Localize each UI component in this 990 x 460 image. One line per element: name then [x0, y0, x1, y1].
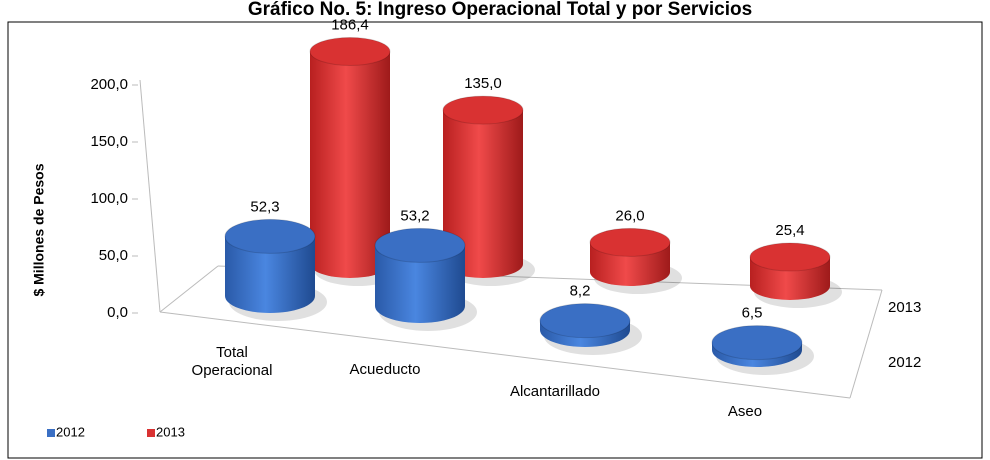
- y-tick-label: 50,0: [99, 247, 128, 264]
- x-tick-label: Acueducto: [350, 361, 421, 378]
- bar-top: [309, 37, 391, 67]
- depth-label: 2012: [888, 354, 921, 371]
- bar-body: [375, 245, 465, 323]
- bar: [539, 303, 631, 347]
- legend-swatch: [147, 429, 155, 437]
- legend-label: 2012: [56, 424, 85, 439]
- bar: [589, 227, 671, 286]
- y-axis-label: $ Millones de Pesos: [31, 163, 47, 296]
- x-tick-label: Aseo: [728, 403, 762, 420]
- bar-body: [443, 110, 523, 278]
- bar-top: [539, 303, 631, 339]
- data-label: 53,2: [400, 207, 429, 224]
- data-label: 135,0: [464, 75, 502, 92]
- bar-body: [310, 51, 390, 279]
- bar-top: [749, 242, 831, 272]
- y-tick-label: 200,0: [90, 76, 128, 93]
- data-label: 25,4: [775, 222, 804, 239]
- bar: [224, 218, 316, 313]
- legend-swatch: [47, 429, 55, 437]
- bar-top: [374, 227, 466, 263]
- y-tick-label: 150,0: [90, 133, 128, 150]
- bar-top: [442, 95, 524, 125]
- data-label: 26,0: [615, 207, 644, 224]
- y-tick-label: 100,0: [90, 190, 128, 207]
- bar: [749, 242, 831, 300]
- bar-top: [711, 325, 803, 361]
- bar: [442, 95, 524, 278]
- chart-title: Gráfico No. 5: Ingreso Operacional Total…: [248, 0, 752, 20]
- data-label: 186,4: [331, 16, 369, 33]
- y-tick-label: 0,0: [107, 304, 128, 321]
- data-label: 52,3: [250, 198, 279, 215]
- bar: [374, 227, 466, 323]
- bar-top: [224, 218, 316, 254]
- data-label: 8,2: [570, 283, 591, 300]
- chart-frame: [7, 21, 983, 459]
- bar: [711, 325, 803, 367]
- bar-top: [589, 227, 671, 257]
- bar-body: [225, 236, 315, 313]
- legend-label: 2013: [156, 424, 185, 439]
- data-label: 6,5: [742, 305, 763, 322]
- depth-label: 2013: [888, 299, 921, 316]
- bar: [309, 37, 391, 279]
- x-tick-label: Total Operacional: [192, 344, 273, 379]
- x-tick-label: Alcantarillado: [510, 383, 600, 400]
